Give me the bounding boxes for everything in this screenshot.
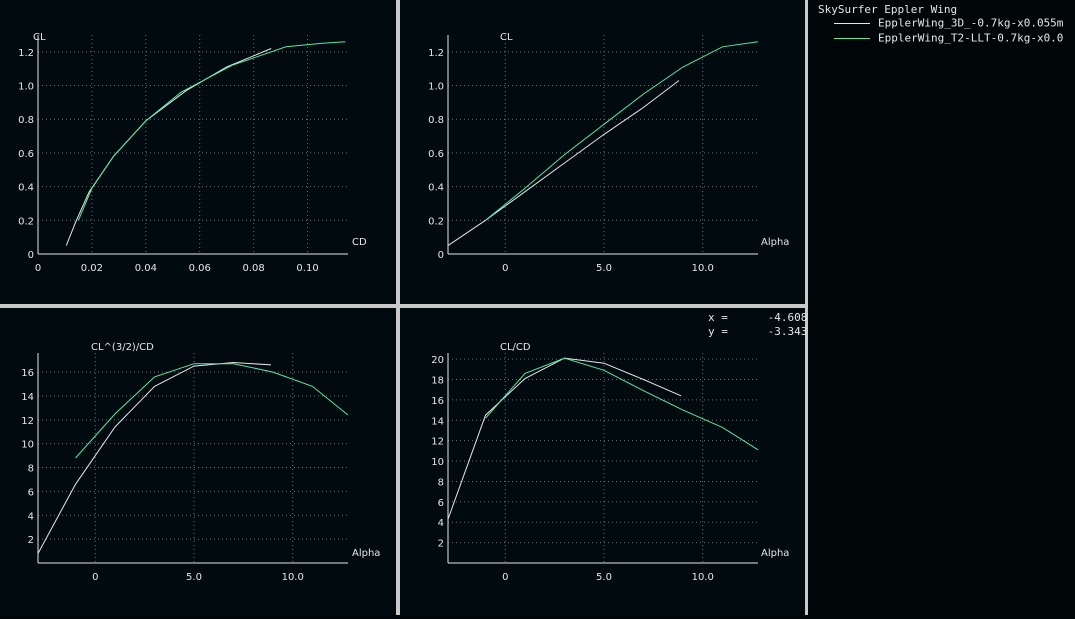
y-tick-label: 16 [431,396,444,407]
y-tick-label: 12 [21,416,34,427]
chart-cl-vs-alpha[interactable]: 0 5.0 10.0 0 0.2 0.4 0.6 0.8 1.0 1.2 CL Alpha [400,0,805,304]
chart-panel-cl-alpha[interactable]: 0 5.0 10.0 0 0.2 0.4 0.6 0.8 1.0 1.2 CL Alpha [400,0,805,304]
y-tick-label: 1.2 [18,48,34,59]
y-tick-label: 4 [28,511,34,522]
y-tick-label: 0.8 [428,115,444,126]
y-axis-label: CL [33,32,46,43]
y-tick-label: 8 [28,464,34,475]
x-tick-label: 0 [92,572,98,583]
y-tick-label: 2 [438,539,444,550]
legend-swatch [834,37,870,39]
cursor-x-value: -4.608 [767,311,808,324]
legend-title: SkySurfer Eppler Wing [818,3,958,16]
cursor-x-label: x = [708,311,728,324]
y-tick-label: 2 [28,535,34,546]
horizontal-splitter[interactable] [0,304,805,308]
series-line-1 [37,361,272,554]
x-axis-label: Alpha [352,548,380,559]
x-tick-label: 0.08 [243,263,265,274]
x-tick-label: 0 [502,263,508,274]
y-tick-label: 10 [21,440,34,451]
y-tick-label: 10 [431,457,444,468]
legend-entry-label: EpplerWing_3D_-0.7kg-x0.055m [878,16,1064,30]
y-tick-label: 8 [438,477,444,488]
y-tick-label: 0 [28,250,34,261]
x-tick-label: 0.04 [135,263,157,274]
x-tick-label: 5.0 [596,572,612,583]
series-line-1 [447,357,682,520]
legend-entry-label: EpplerWing_T2-LLT-0.7kg-x0.0 [878,31,1064,45]
x-tick-label: 10.0 [692,572,714,583]
legend-splitter[interactable] [805,0,808,615]
x-tick-label: 10.0 [692,263,714,274]
series-line-2 [75,363,349,459]
y-tick-label: 20 [431,355,444,366]
y-tick-label: 0.2 [428,216,444,227]
legend-entry[interactable]: EpplerWing_T2-LLT-0.7kg-x0.0 [834,31,1063,45]
x-tick-label: 0 [502,572,508,583]
x-tick-label: 0.10 [296,263,318,274]
x-tick-label: 10.0 [282,572,304,583]
y-tick-label: 0.6 [428,149,444,160]
chart-panel-glide-ratio-alpha[interactable]: 0 5.0 10.0 2 4 6 8 10 12 14 16 18 20 CL/CD Alpha [400,308,805,615]
chart-glide-ratio-vs-alpha[interactable]: 0 5.0 10.0 2 4 6 8 10 12 14 16 18 20 CL/CD Alpha [400,308,805,615]
y-tick-label: 0.4 [428,183,444,194]
chart-panel-cl-cd[interactable]: 0 0.02 0.04 0.06 0.08 0.10 0 0.2 0.4 0.6 0.8 1.0 1.2… [0,0,396,304]
chart-panel-power-factor-alpha[interactable]: 0 5.0 10.0 2 4 6 8 10 12 14 16 CL^(3/2)/CD Alpha [0,308,396,615]
cursor-y-label: y = [708,325,728,338]
y-tick-label: 1.0 [18,82,34,93]
legend-panel: SkySurfer Eppler Wing EpplerWing_3D_-0.7… [808,0,1075,615]
x-axis-label: Alpha [761,548,789,559]
series-line-1 [447,80,680,247]
y-tick-label: 1.0 [428,82,444,93]
y-tick-label: 0.8 [18,115,34,126]
series-line-1 [65,48,272,246]
y-tick-label: 12 [431,437,444,448]
y-tick-label: 18 [431,376,444,387]
x-axis-label: CD [352,237,367,248]
y-tick-label: 16 [21,368,34,379]
y-axis-label: CL^(3/2)/CD [91,342,154,353]
x-tick-label: 0.06 [189,263,211,274]
y-tick-label: 0.2 [18,216,34,227]
y-tick-label: 6 [28,487,34,498]
y-tick-label: 0.4 [18,183,34,194]
y-tick-label: 6 [438,498,444,509]
y-tick-label: 0 [438,250,444,261]
legend-swatch [834,22,870,24]
legend-entry[interactable]: EpplerWing_3D_-0.7kg-x0.055m [834,16,1063,30]
y-axis-label: CL [500,32,513,43]
x-tick-label: 5.0 [186,572,202,583]
x-tick-label: 0 [35,263,41,274]
y-tick-label: 1.2 [428,48,444,59]
x-tick-label: 0.02 [81,263,103,274]
y-tick-label: 0.6 [18,149,34,160]
series-line-2 [77,41,346,221]
y-tick-label: 4 [438,518,444,529]
vertical-splitter[interactable] [396,0,400,615]
y-tick-label: 14 [431,416,444,427]
x-tick-label: 5.0 [596,263,612,274]
chart-cl-vs-cd[interactable]: 0 0.02 0.04 0.06 0.08 0.10 0 0.2 0.4 0.6 0.8 1.0 1.2… [0,0,396,304]
x-axis-label: Alpha [761,237,789,248]
y-axis-label: CL/CD [500,342,531,353]
cursor-readout: x = -4.608 y = -3.343 [708,311,807,339]
series-line-2 [485,41,759,221]
cursor-y-value: -3.343 [767,325,808,338]
series-line-2 [485,357,759,451]
chart-power-factor-vs-alpha[interactable]: 0 5.0 10.0 2 4 6 8 10 12 14 16 CL^(3/2)/CD Alpha [0,308,396,615]
y-tick-label: 14 [21,392,34,403]
